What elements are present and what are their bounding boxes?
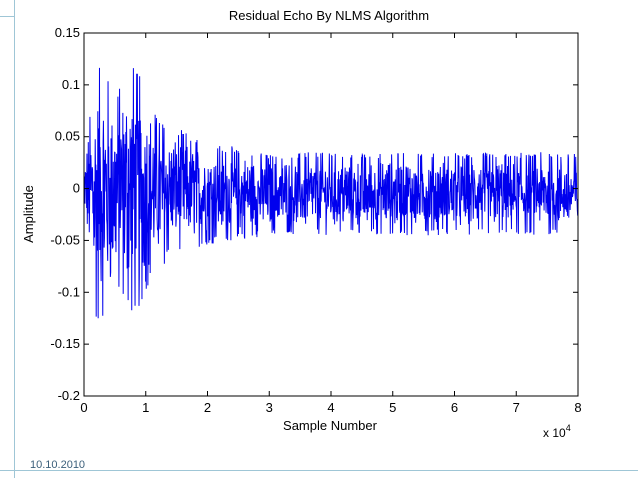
y-tick-label: 0.1 bbox=[62, 77, 80, 92]
x-axis-multiplier-exponent: 4 bbox=[566, 423, 571, 433]
slide-date: 10.10.2010 bbox=[30, 459, 86, 471]
x-tick-label: 2 bbox=[204, 400, 211, 415]
y-tick-label: 0.15 bbox=[55, 25, 80, 40]
x-tick-label: 3 bbox=[266, 400, 273, 415]
x-tick-label: 1 bbox=[142, 400, 149, 415]
y-axis-label: Amplitude bbox=[21, 185, 36, 243]
y-axis-ticks: 0.15 0.1 0.05 0 -0.05 -0.1 -0.15 -0.2 bbox=[50, 25, 578, 403]
x-tick-label: 4 bbox=[327, 400, 334, 415]
x-tick-label: 6 bbox=[451, 400, 458, 415]
x-tick-label: 0 bbox=[80, 400, 87, 415]
signal-trace bbox=[83, 67, 579, 319]
chart-title: Residual Echo By NLMS Algorithm bbox=[229, 8, 429, 23]
x-axis-ticks: 0 1 2 3 4 5 6 7 8 bbox=[80, 33, 582, 415]
x-axis-multiplier: x 104 bbox=[543, 423, 571, 440]
y-tick-label: -0.15 bbox=[50, 336, 80, 351]
y-tick-label: -0.1 bbox=[58, 284, 80, 299]
signal-line bbox=[83, 67, 579, 319]
slide-frame-bottom-line bbox=[0, 470, 638, 471]
x-tick-label: 5 bbox=[389, 400, 396, 415]
y-tick-label: -0.2 bbox=[58, 388, 80, 403]
x-axis-label: Sample Number bbox=[283, 418, 378, 433]
x-tick-label: 8 bbox=[574, 400, 581, 415]
y-tick-label: 0.05 bbox=[55, 129, 80, 144]
slide-frame-left-line bbox=[14, 0, 15, 478]
y-tick-label: 0 bbox=[73, 181, 80, 196]
x-tick-label: 7 bbox=[513, 400, 520, 415]
slide-frame-top-line bbox=[0, 16, 14, 17]
y-tick-label: -0.05 bbox=[50, 232, 80, 247]
